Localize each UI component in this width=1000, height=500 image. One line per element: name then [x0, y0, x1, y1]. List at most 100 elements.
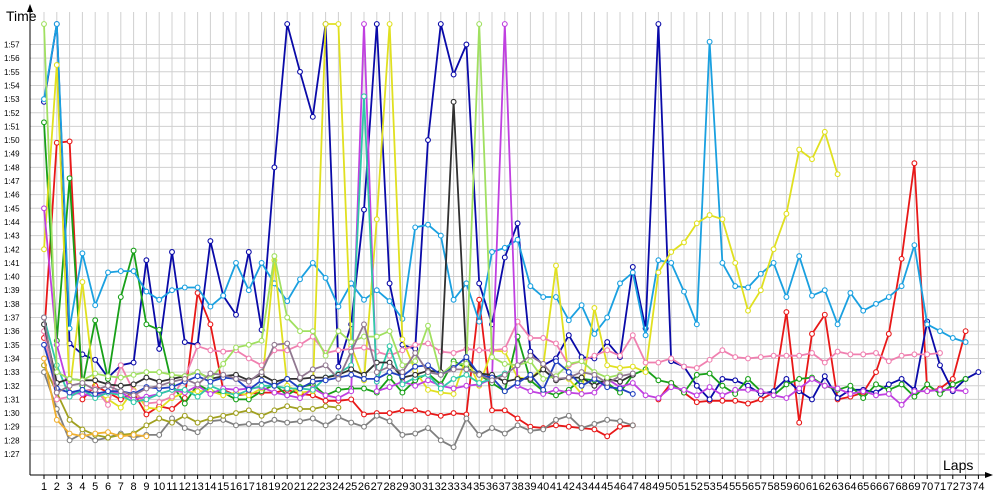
data-point	[693, 365, 700, 371]
data-point	[565, 360, 572, 367]
data-point	[463, 360, 470, 367]
x-tick-label: 69	[908, 481, 920, 493]
data-point	[41, 205, 47, 212]
data-point	[105, 429, 111, 436]
x-tick-label: 8	[131, 481, 137, 493]
y-tick-label: 1:32	[4, 382, 20, 391]
data-point	[437, 412, 444, 419]
data-point	[425, 386, 431, 393]
data-point	[361, 423, 367, 430]
data-point	[617, 352, 623, 359]
data-point	[629, 422, 636, 429]
data-point	[591, 330, 598, 337]
data-point	[220, 348, 227, 355]
data-point	[156, 431, 163, 438]
data-point	[322, 377, 329, 384]
data-point	[53, 21, 60, 27]
data-point	[604, 339, 611, 346]
data-point	[565, 423, 572, 430]
data-point	[284, 392, 291, 399]
data-point	[373, 287, 380, 294]
x-tick-label: 15	[217, 481, 229, 493]
data-point	[194, 381, 201, 388]
x-tick-label: 68	[895, 481, 907, 493]
data-point	[92, 370, 99, 377]
data-point	[233, 410, 239, 416]
data-point	[348, 419, 355, 426]
y-tick-label: 1:35	[4, 341, 20, 350]
data-point	[924, 351, 931, 358]
y-tick-label: 1:31	[4, 395, 20, 404]
data-point	[425, 362, 431, 369]
data-point	[719, 382, 726, 389]
data-point	[258, 369, 265, 376]
data-point	[527, 283, 534, 290]
data-point	[757, 270, 764, 277]
data-point	[373, 388, 380, 395]
data-point	[194, 393, 201, 400]
data-point	[92, 437, 99, 444]
data-point	[719, 397, 726, 404]
data-point	[105, 434, 111, 441]
x-tick-label: 71	[934, 481, 946, 493]
data-point	[489, 377, 495, 384]
data-point	[79, 426, 86, 433]
data-point	[783, 294, 790, 300]
data-point	[591, 426, 598, 433]
axes: 1:27 1:28 1:29 1:30 1:31 1:32 1:33 1:34 1:35 1:36…	[4, 4, 993, 493]
data-point	[245, 407, 252, 414]
data-point	[655, 21, 662, 27]
data-point	[41, 246, 47, 253]
data-point	[450, 410, 457, 416]
data-point	[130, 399, 137, 406]
data-point	[169, 371, 175, 378]
data-point	[821, 382, 828, 389]
data-point	[783, 309, 790, 315]
x-tick-label: 37	[499, 481, 511, 493]
data-point	[553, 386, 559, 393]
data-point	[924, 381, 931, 388]
data-point	[591, 421, 598, 427]
data-point	[437, 437, 444, 444]
data-point	[527, 352, 534, 359]
x-tick-label: 72	[947, 481, 959, 493]
data-point	[809, 396, 815, 403]
data-point	[373, 333, 380, 340]
x-tick-label: 13	[191, 481, 203, 493]
data-point	[540, 426, 547, 433]
x-axis-title: Laps	[943, 457, 973, 473]
data-point	[821, 373, 828, 380]
data-point	[847, 390, 854, 397]
data-point	[629, 264, 636, 270]
data-point	[143, 369, 150, 376]
data-point	[156, 382, 163, 389]
x-tick-label: 9	[143, 481, 149, 493]
data-point	[399, 431, 406, 438]
x-tick-label: 32	[435, 481, 447, 493]
data-point	[309, 415, 316, 422]
data-point	[386, 328, 393, 335]
data-point	[207, 238, 214, 245]
data-point	[821, 311, 828, 318]
data-point	[540, 366, 547, 373]
data-point	[117, 362, 124, 369]
data-point	[194, 429, 201, 436]
x-tick-label: 54	[716, 481, 728, 493]
x-tick-label: 27	[371, 481, 383, 493]
y-tick-label: 1:42	[4, 245, 20, 254]
data-point	[681, 239, 687, 246]
data-point	[143, 374, 150, 381]
data-point	[130, 392, 137, 399]
data-point	[66, 138, 73, 145]
data-point	[143, 433, 150, 440]
data-point	[181, 386, 188, 393]
data-point	[361, 21, 367, 27]
data-point	[437, 385, 444, 392]
data-point	[53, 139, 60, 146]
data-point	[284, 340, 291, 347]
data-point	[425, 410, 431, 416]
data-point	[335, 404, 342, 411]
x-tick-label: 51	[678, 481, 690, 493]
data-point	[911, 242, 918, 249]
data-point	[117, 382, 124, 389]
